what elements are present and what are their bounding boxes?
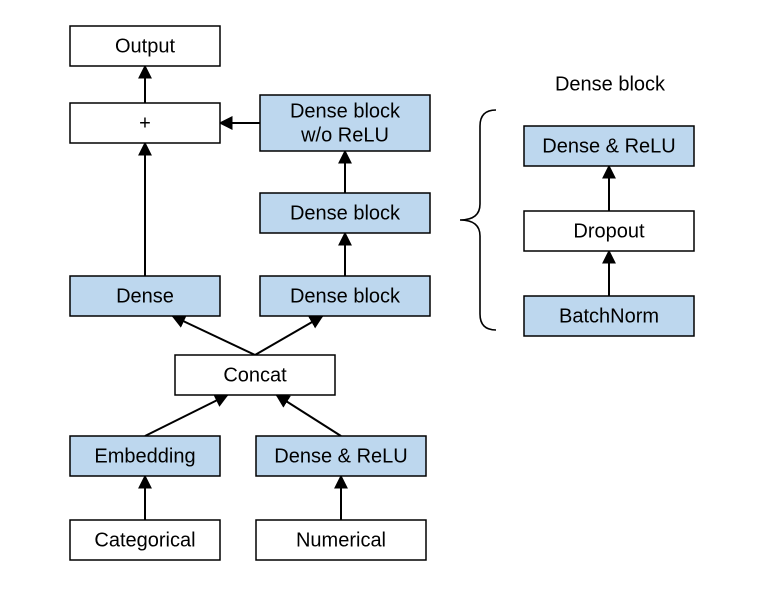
node-embedding-label: Embedding bbox=[94, 445, 195, 467]
node-output-label: Output bbox=[115, 35, 175, 57]
node-dense_relu_r-label: Dense & ReLU bbox=[542, 135, 675, 157]
brace-layer bbox=[460, 110, 496, 330]
node-db2-label: Dense block bbox=[290, 202, 401, 224]
node-batchnorm-label: BatchNorm bbox=[559, 305, 659, 327]
node-plus-label: + bbox=[139, 112, 151, 134]
node-db_wo_relu-label1: Dense block bbox=[290, 100, 401, 122]
node-categorical-label: Categorical bbox=[94, 529, 195, 551]
edge-dense_relu_in-to-concat bbox=[277, 395, 342, 436]
node-dropout-label: Dropout bbox=[573, 220, 645, 242]
nodes-layer: Output+DenseDense blockw/o ReLUDense blo… bbox=[70, 26, 694, 560]
node-numerical-label: Numerical bbox=[296, 529, 386, 551]
node-dense_relu_in-label: Dense & ReLU bbox=[274, 445, 407, 467]
edge-embedding-to-concat bbox=[145, 395, 228, 436]
edge-concat-to-db1 bbox=[255, 316, 323, 355]
curly-brace bbox=[460, 110, 496, 330]
edge-concat-to-dense bbox=[173, 316, 256, 355]
node-db1-label: Dense block bbox=[290, 285, 401, 307]
title-layer: Dense block bbox=[555, 73, 666, 95]
node-concat-label: Concat bbox=[223, 364, 287, 386]
node-dense-label: Dense bbox=[116, 285, 174, 307]
dense-block-title: Dense block bbox=[555, 73, 666, 95]
architecture-diagram: Output+DenseDense blockw/o ReLUDense blo… bbox=[0, 0, 782, 592]
node-db_wo_relu-label2: w/o ReLU bbox=[300, 124, 389, 146]
